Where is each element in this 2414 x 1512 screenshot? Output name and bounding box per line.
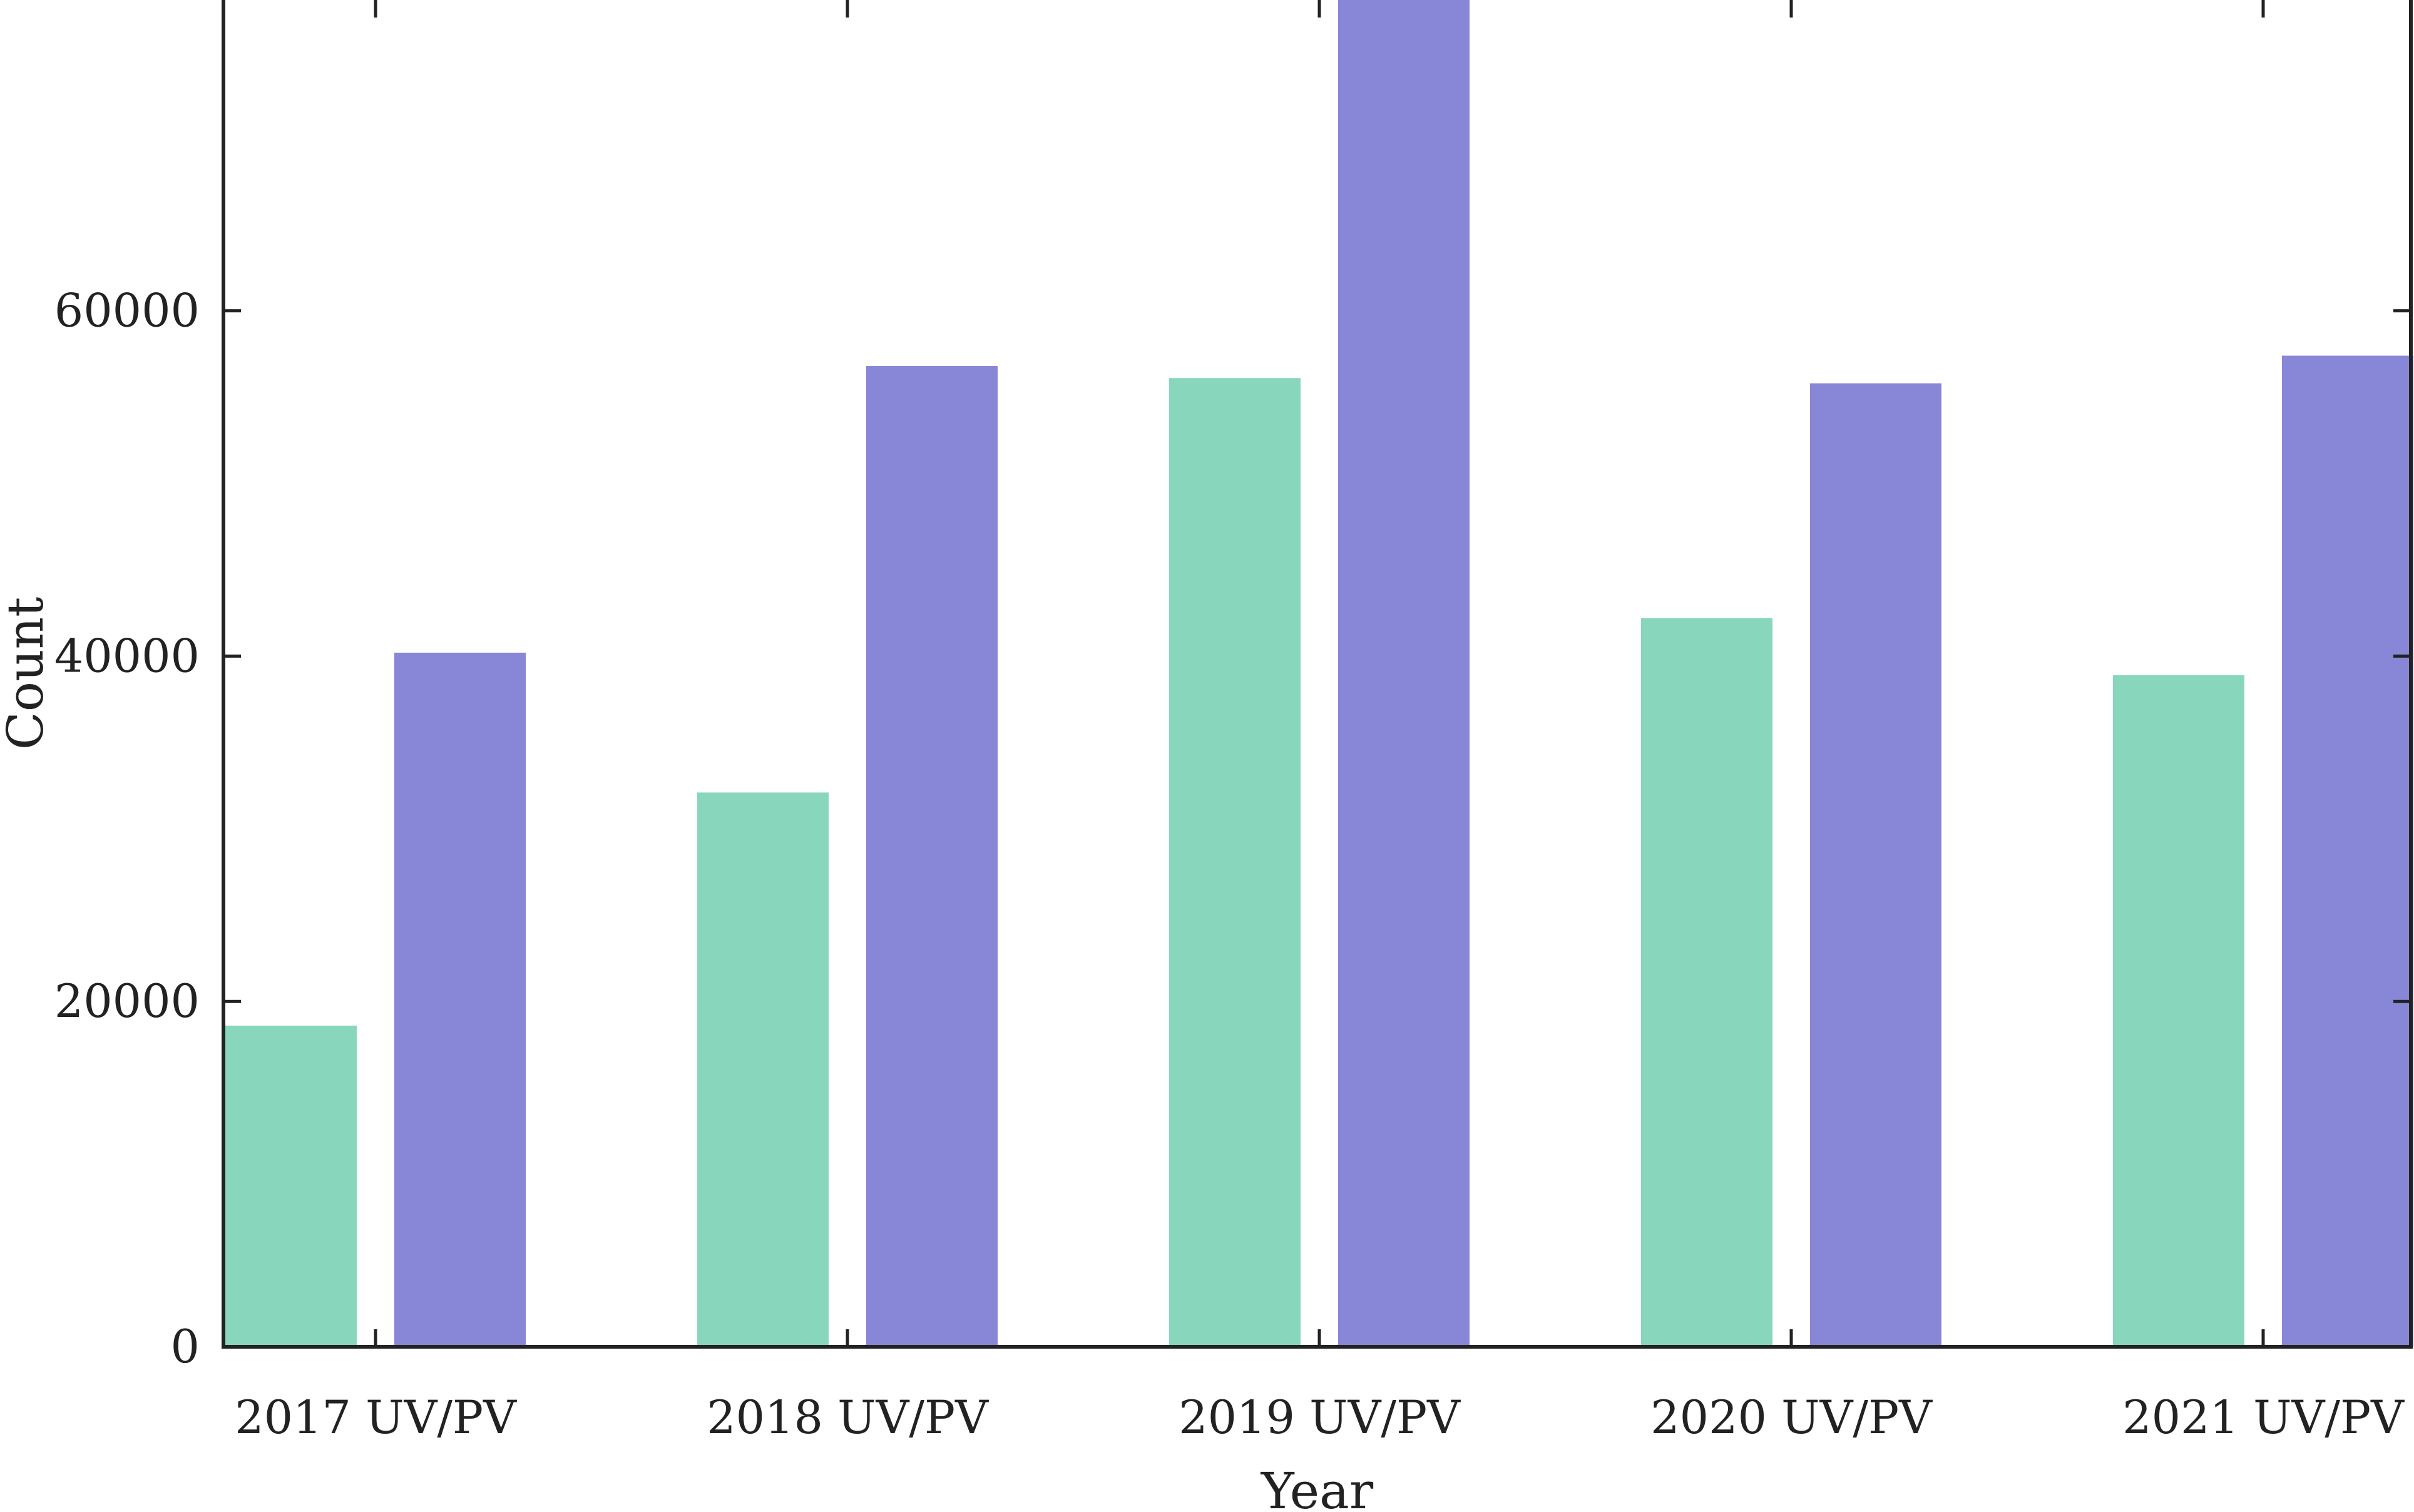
ticks-layer bbox=[223, 0, 2411, 1349]
plot-frame bbox=[222, 0, 2413, 1349]
x-tick-label-1: 2017 UV/PV bbox=[235, 1391, 517, 1444]
bar-series2-3 bbox=[1338, 0, 1470, 1347]
bar-series1-1 bbox=[225, 1025, 357, 1347]
y-tick-label-3: 40000 bbox=[54, 630, 200, 683]
y-tick-label-2: 20000 bbox=[54, 975, 200, 1028]
bar-series1-4 bbox=[1641, 618, 1772, 1347]
x-tick-label-5: 2021 UV/PV bbox=[2122, 1391, 2405, 1444]
y-tick-label-1: 0 bbox=[171, 1320, 200, 1374]
bar-series1-2 bbox=[697, 792, 829, 1347]
y-axis-title: Count bbox=[0, 597, 54, 750]
y-tick-label-4: 60000 bbox=[54, 285, 200, 338]
x-tick-label-2: 2018 UV/PV bbox=[707, 1391, 989, 1444]
bars-layer bbox=[225, 0, 2413, 1347]
labels-layer: 0 20000 40000 60000 2017 UV/PV 2018 UV/PV 2019… bbox=[54, 285, 2405, 1444]
x-axis-title: Year bbox=[1261, 1462, 1374, 1512]
bar-series2-5 bbox=[2282, 355, 2413, 1347]
bar-series2-1 bbox=[394, 652, 526, 1347]
bar-series2-4 bbox=[1810, 383, 1941, 1347]
x-tick-label-4: 2020 UV/PV bbox=[1650, 1391, 1933, 1444]
bar-series2-2 bbox=[866, 365, 998, 1347]
bar-series1-5 bbox=[2113, 675, 2244, 1347]
bar-series1-3 bbox=[1169, 378, 1301, 1347]
x-tick-label-3: 2019 UV/PV bbox=[1179, 1391, 1461, 1444]
